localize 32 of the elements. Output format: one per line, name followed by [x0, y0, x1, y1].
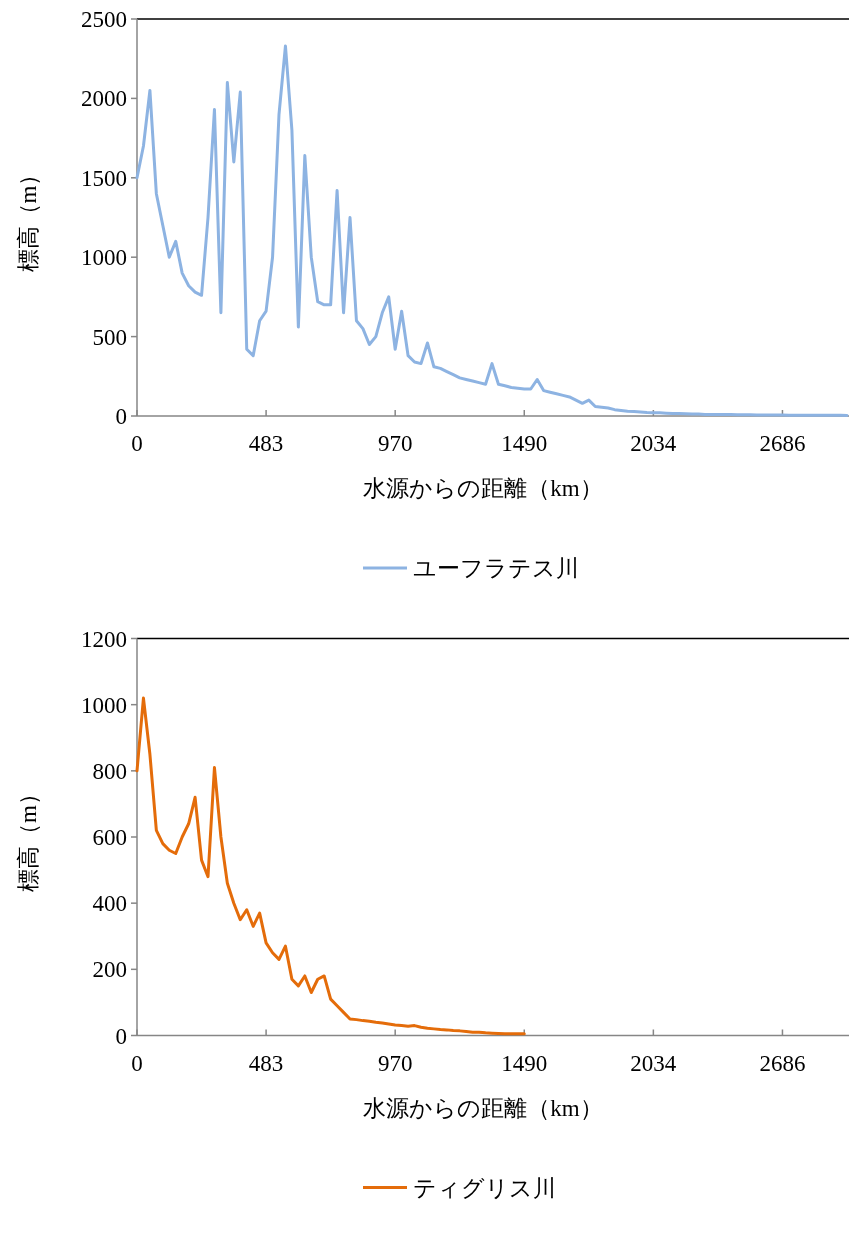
y-axis-title: 標高（m） — [16, 782, 41, 892]
y-tick-label: 500 — [92, 324, 127, 350]
y-tick-label: 1500 — [81, 165, 127, 191]
y-tick-label: 200 — [92, 957, 127, 983]
y-tick-label: 1200 — [81, 626, 127, 652]
legend-label: ティグリス川 — [413, 1175, 556, 1201]
x-tick-label: 2686 — [759, 431, 806, 456]
x-axis-title: 水源からの距離（km） — [363, 476, 603, 501]
x-axis-title: 水源からの距離（km） — [363, 1095, 603, 1121]
y-tick-label: 1000 — [81, 692, 127, 718]
x-tick-label: 970 — [377, 1050, 413, 1076]
y-tick-label: 600 — [92, 825, 127, 850]
y-axis-title: 標高（m） — [16, 162, 41, 273]
y-tick-label: 800 — [92, 758, 127, 784]
line-series — [135, 696, 526, 1036]
y-tick-label: 400 — [92, 891, 127, 917]
x-tick-label: 483 — [248, 431, 284, 456]
x-tick-label: 0 — [131, 431, 143, 456]
x-tick-label: 1490 — [501, 1050, 548, 1076]
x-tick-label: 2034 — [630, 431, 677, 456]
x-tick-label: 0 — [131, 1050, 143, 1076]
x-tick-label: 483 — [248, 1050, 284, 1076]
x-tick-label: 2034 — [630, 1050, 677, 1076]
x-tick-label: 2686 — [759, 1050, 806, 1076]
y-tick-label: 0 — [115, 404, 127, 429]
x-tick-label: 970 — [377, 431, 413, 456]
y-tick-label: 1000 — [81, 245, 127, 271]
x-tick-label: 1490 — [501, 431, 548, 456]
y-tick-label: 0 — [115, 1023, 127, 1049]
legend-label: ユーフラテス川 — [413, 556, 579, 581]
y-tick-label: 2500 — [81, 7, 127, 32]
y-tick-label: 2000 — [81, 86, 127, 112]
